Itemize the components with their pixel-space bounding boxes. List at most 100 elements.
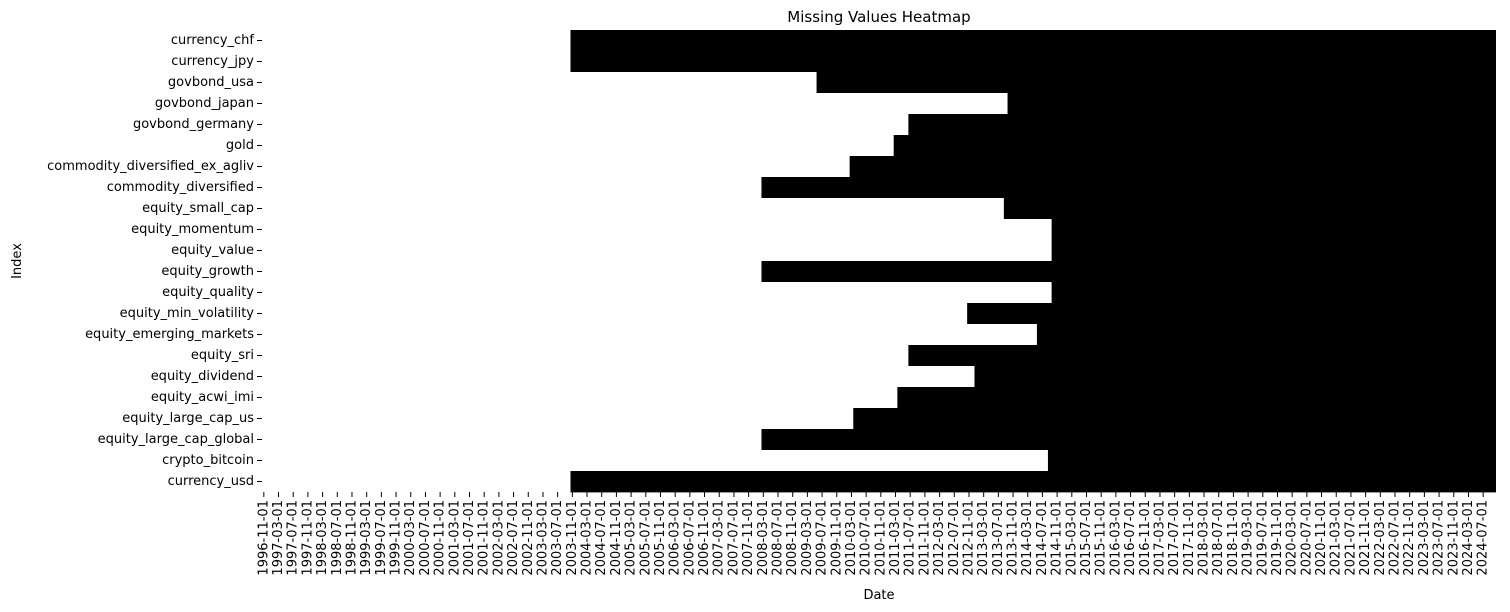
- y-tick-label: currency_usd: [168, 474, 254, 489]
- x-tick-label: 1998-07-01: [330, 500, 345, 576]
- missing-cell-govbond_germany: [262, 114, 909, 136]
- missing-cell-commodity_diversified: [262, 177, 762, 199]
- missing-cell-currency_jpy: [262, 51, 571, 73]
- y-tick-label: currency_jpy: [171, 54, 254, 69]
- x-tick-label: 2001-03-01: [447, 500, 462, 576]
- x-tick-label: 2001-07-01: [462, 500, 477, 576]
- present-cell-equity_growth: [761, 261, 1496, 283]
- x-tick-label: 1999-07-01: [374, 500, 389, 576]
- y-tick-label: crypto_bitcoin: [162, 453, 254, 468]
- x-tick-label: 2011-07-01: [903, 500, 918, 576]
- x-tick-label: 2018-11-01: [1226, 500, 1241, 576]
- x-tick-label: 2013-07-01: [991, 500, 1006, 576]
- y-tick-label: commodity_diversified: [107, 180, 254, 195]
- x-tick-label: 2019-11-01: [1270, 500, 1285, 576]
- x-tick-label: 2003-11-01: [565, 500, 580, 576]
- missing-cell-equity_large_cap_global: [262, 429, 762, 451]
- present-cell-commodity_diversified_ex_agliv: [849, 156, 1496, 178]
- missing-cell-equity_small_cap: [262, 198, 1004, 220]
- x-tick-label: 2017-11-01: [1182, 500, 1197, 576]
- x-tick-label: 2003-07-01: [550, 500, 565, 576]
- x-tick-label: 2004-11-01: [609, 500, 624, 576]
- x-tick-label: 2004-07-01: [594, 500, 609, 576]
- present-cell-govbond_japan: [1007, 93, 1496, 115]
- x-tick-label: 2002-03-01: [491, 500, 506, 576]
- x-tick-label: 2015-11-01: [1094, 500, 1109, 576]
- x-tick-label: 2013-11-01: [1006, 500, 1021, 576]
- x-tick-label: 2017-03-01: [1152, 500, 1167, 576]
- x-tick-label: 2020-07-01: [1299, 500, 1314, 576]
- x-tick-label: 2009-11-01: [829, 500, 844, 576]
- x-tick-label: 2011-11-01: [917, 500, 932, 576]
- x-tick-label: 2016-11-01: [1138, 500, 1153, 576]
- present-cell-equity_quality: [1051, 282, 1496, 304]
- y-axis: currency_chf currency_jpy govbond_usagovbo…: [47, 33, 262, 489]
- x-tick-label: 2010-11-01: [873, 500, 888, 576]
- x-tick-label: 2009-07-01: [815, 500, 830, 576]
- x-tick-label: 2013-03-01: [976, 500, 991, 576]
- present-cell-equity_dividend: [974, 366, 1496, 388]
- present-cell-currency_usd: [570, 471, 1496, 493]
- y-tick-label: equity_emerging_markets: [85, 327, 254, 342]
- x-tick-label: 2019-03-01: [1241, 500, 1256, 576]
- missing-cell-gold: [262, 135, 894, 157]
- x-tick-label: 2006-07-01: [682, 500, 697, 576]
- x-tick-label: 1997-11-01: [300, 500, 315, 576]
- x-tick-label: 2022-11-01: [1402, 500, 1417, 576]
- x-tick-label: 2005-03-01: [624, 500, 639, 576]
- y-tick-label: govbond_japan: [155, 96, 254, 111]
- x-axis: 1996-11-01 1997-03-01 1997-07-01 1997-11-01…: [256, 492, 1491, 576]
- y-axis-label: Index: [10, 243, 25, 279]
- missing-cell-equity_growth: [262, 261, 762, 283]
- y-tick-label: equity_growth: [161, 264, 254, 279]
- x-tick-label: 2018-03-01: [1197, 500, 1212, 576]
- x-tick-label: 2023-11-01: [1446, 500, 1461, 576]
- x-axis-label: Date: [863, 588, 894, 603]
- x-tick-label: 2015-03-01: [1064, 500, 1079, 576]
- missing-cell-currency_chf: [262, 30, 571, 52]
- x-tick-label: 2014-07-01: [1035, 500, 1050, 576]
- present-cell-equity_large_cap_us: [853, 408, 1496, 430]
- x-tick-label: 2005-07-01: [638, 500, 653, 576]
- y-tick-label: currency_chf: [171, 33, 255, 48]
- x-tick-label: 2020-03-01: [1285, 500, 1300, 576]
- present-cell-commodity_diversified: [761, 177, 1496, 199]
- x-tick-label: 2008-07-01: [771, 500, 786, 576]
- x-tick-label: 2010-03-01: [844, 500, 859, 576]
- present-cell-govbond_usa: [816, 72, 1496, 94]
- x-tick-label: 2021-11-01: [1358, 500, 1373, 576]
- x-tick-label: 2021-07-01: [1343, 500, 1358, 576]
- x-tick-label: 2008-03-01: [756, 500, 771, 576]
- present-cell-govbond_germany: [908, 114, 1496, 136]
- missing-cell-govbond_usa: [262, 72, 817, 94]
- chart-title: Missing Values Heatmap: [787, 8, 970, 26]
- missing-cell-equity_min_volatility: [262, 303, 968, 325]
- x-tick-label: 2008-11-01: [785, 500, 800, 576]
- present-cell-equity_emerging_markets: [1036, 324, 1496, 346]
- x-tick-label: 2000-07-01: [418, 500, 433, 576]
- missing-cell-equity_momentum: [262, 219, 1052, 241]
- x-tick-label: 2000-03-01: [403, 500, 418, 576]
- x-tick-label: 2004-03-01: [580, 500, 595, 576]
- x-tick-label: 2016-03-01: [1108, 500, 1123, 576]
- x-tick-label: 2022-03-01: [1373, 500, 1388, 576]
- present-cell-equity_large_cap_global: [761, 429, 1496, 451]
- missing-cell-equity_quality: [262, 282, 1052, 304]
- y-tick-label: equity_sri: [191, 348, 254, 363]
- present-cell-equity_min_volatility: [967, 303, 1496, 325]
- x-tick-label: 2009-03-01: [800, 500, 815, 576]
- y-tick-label: equity_small_cap: [142, 201, 254, 216]
- x-tick-label: 2024-07-01: [1476, 500, 1491, 576]
- x-tick-label: 2018-07-01: [1211, 500, 1226, 576]
- x-tick-label: 2016-07-01: [1123, 500, 1138, 576]
- missing-cell-equity_emerging_markets: [262, 324, 1037, 346]
- present-cell-equity_value: [1051, 240, 1496, 262]
- missing-cell-equity_dividend: [262, 366, 975, 388]
- x-tick-label: 2000-11-01: [433, 500, 448, 576]
- x-tick-label: 1996-11-01: [256, 500, 271, 576]
- x-tick-label: 2022-07-01: [1388, 500, 1403, 576]
- y-tick-label: equity_quality: [162, 285, 254, 300]
- missing-cell-equity_acwi_imi: [262, 387, 898, 409]
- y-tick-label: gold: [226, 138, 254, 153]
- present-cell-gold: [893, 135, 1496, 157]
